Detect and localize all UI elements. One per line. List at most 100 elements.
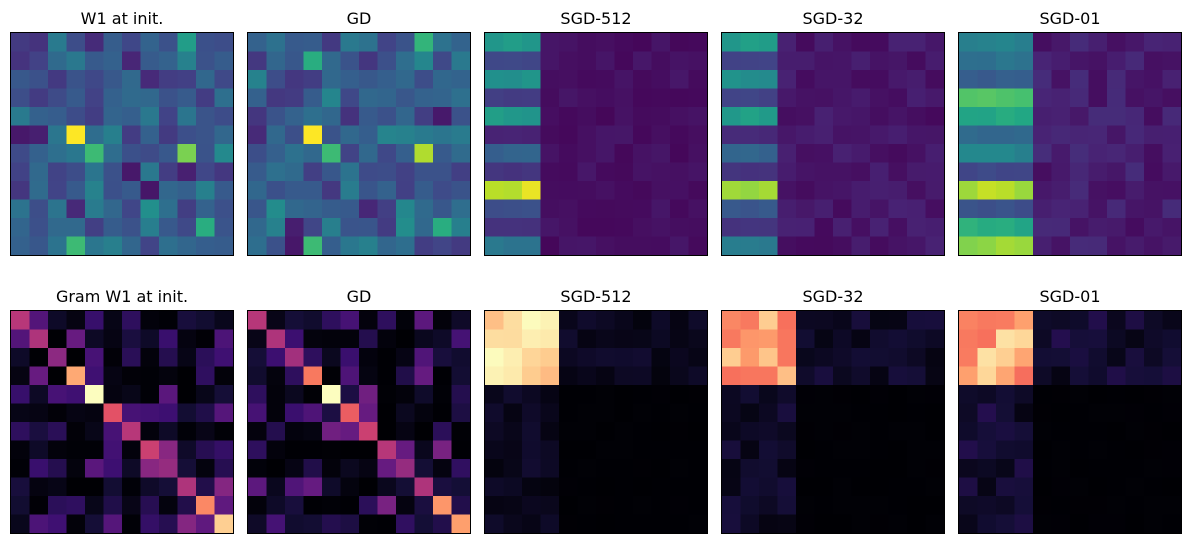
panel-title: GD [346,9,372,28]
heatmap-cell [196,218,216,238]
heatmap-cell [377,236,397,255]
heatmap-cell [359,496,379,516]
heatmap-cell [1014,311,1034,331]
heatmap-cell [103,144,123,164]
heatmap-cell [1107,181,1127,201]
heatmap-cell [740,236,760,255]
heatmap-cell [522,107,542,127]
heatmap-cell [977,329,997,349]
heatmap-cell [1070,422,1090,442]
heatmap-cell [959,496,979,516]
heatmap-cell [485,236,505,255]
heatmap-cell [596,366,616,386]
heatmap-cell [1144,33,1164,53]
heatmap-cell [651,70,671,90]
heatmap-cell [977,348,997,368]
heatmap-cell [1033,144,1053,164]
heatmap-cell [29,107,49,127]
heatmap-cell [559,459,579,479]
heatmap-cell [503,329,523,349]
heatmap-cell [1051,236,1071,255]
heatmap-cell [888,459,908,479]
heatmap-cell [577,181,597,201]
heatmap-cell [1125,181,1145,201]
heatmap-cell [359,311,379,331]
heatmap-cell [977,107,997,127]
heatmap-cell [266,514,286,533]
heatmap-cell [1125,218,1145,238]
heatmap-cell [633,385,653,405]
heatmap-cell [485,385,505,405]
heatmap-cell [596,477,616,497]
heatmap-cell [11,218,31,238]
heatmap-cell [1014,70,1034,90]
heatmap-cell [577,440,597,460]
heatmap-cell [503,70,523,90]
heatmap-cell [159,236,179,255]
heatmap-cell [248,311,268,331]
heatmap-cell [1088,422,1108,442]
heatmap-cell [888,236,908,255]
heatmap-cell [359,440,379,460]
heatmap-cell [359,51,379,71]
heatmap-cell [214,496,233,516]
heatmap-cell [996,236,1016,255]
heatmap-cell [1107,199,1127,219]
heatmap-cell [814,70,834,90]
heatmap-cell [1070,385,1090,405]
heatmap-cell [851,144,871,164]
heatmap-cell [485,440,505,460]
heatmap-cell [1070,33,1090,53]
heatmap-cell [414,236,434,255]
heatmap-cell [722,422,742,442]
heatmap-cell [48,107,68,127]
heatmap-cell [614,348,634,368]
heatmap-cell [11,477,31,497]
heatmap-cell [1144,422,1164,442]
heatmap-cell [248,125,268,145]
heatmap-cell [1070,366,1090,386]
heatmap-cell [925,70,944,90]
heatmap-cell [85,514,105,533]
heatmap-cell [177,236,197,255]
heatmap-cell [1088,218,1108,238]
heatmap-cell [851,218,871,238]
heatmap-cell [740,70,760,90]
heatmap-cell [688,107,707,127]
heatmap-cell [651,422,671,442]
heatmap-cell [759,218,779,238]
heatmap-cell [377,144,397,164]
heatmap-cell [925,125,944,145]
heatmap-cell [103,70,123,90]
heatmap-cell [214,199,233,219]
heatmap-cell [1051,403,1071,423]
heatmap-cell [1107,496,1127,516]
heatmap-cell [977,477,997,497]
heatmap-cell [814,366,834,386]
heatmap-cell [359,477,379,497]
heatmap-cell [122,162,142,182]
heatmap-cell [1107,162,1127,182]
heatmap-cell [577,348,597,368]
heatmap-cell [522,329,542,349]
heatmap-cell [214,236,233,255]
heatmap-cell [1144,440,1164,460]
heatmap-gram-sgd-512 [485,311,707,533]
heatmap-cell [925,329,944,349]
heatmap-cell [1144,218,1164,238]
heatmap-cell [433,88,453,108]
heatmap-cell [177,514,197,533]
heatmap-cell [1144,181,1164,201]
heatmap-w1-init [11,33,233,255]
heatmap-cell [1144,162,1164,182]
heatmap-cell [1162,144,1181,164]
heatmap-cell [140,385,160,405]
heatmap-cell [959,459,979,479]
heatmap-cell [11,236,31,255]
heatmap-cell [1088,440,1108,460]
heatmap-cell [633,88,653,108]
heatmap-cell [159,51,179,71]
heatmap-cell [396,70,416,90]
heatmap-cell [377,477,397,497]
heatmap-cell [925,181,944,201]
